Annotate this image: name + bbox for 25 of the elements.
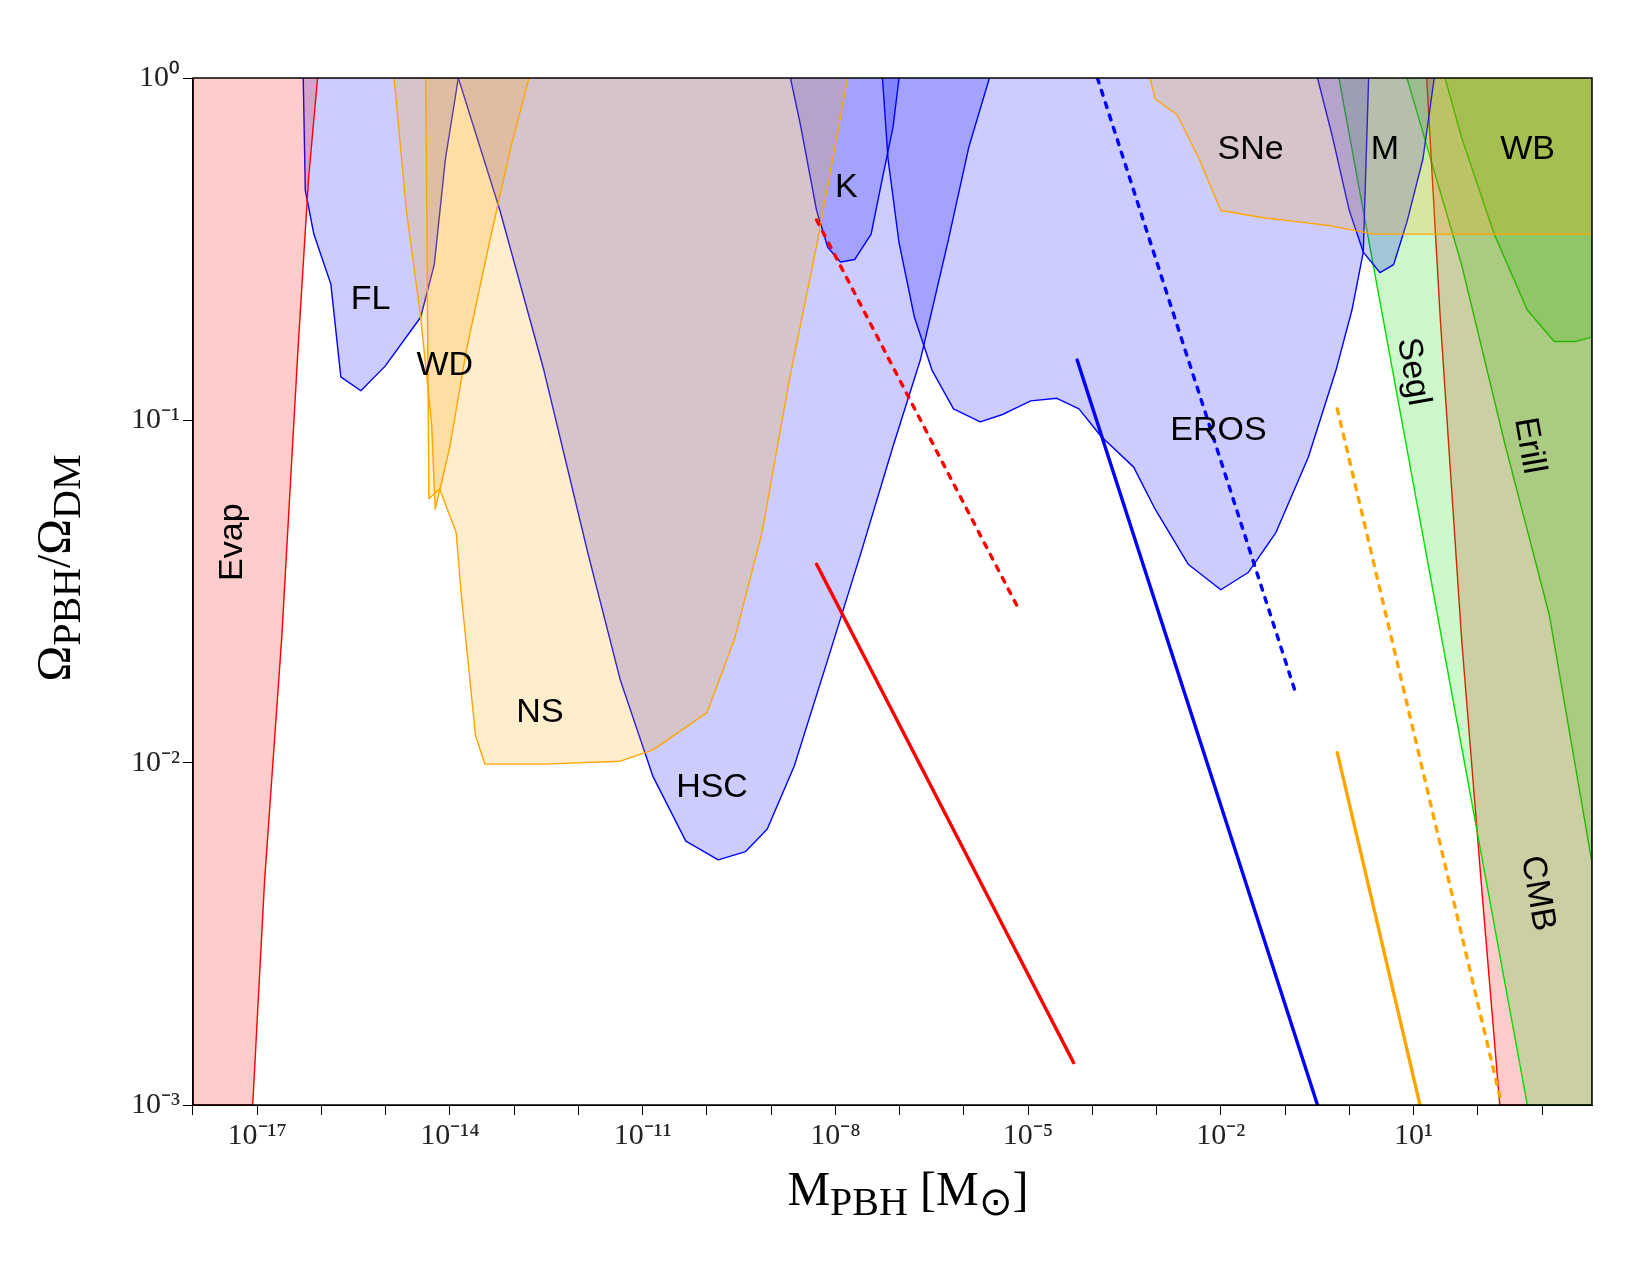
series-label: WD [416, 343, 474, 382]
y-tick-label: 10⁰ [138, 58, 180, 92]
series-label: Evap [210, 503, 249, 581]
x-tick-label: 10⁻¹⁷ [227, 1116, 287, 1150]
series-label: FL [350, 278, 391, 317]
series-label: HSC [676, 766, 748, 805]
y-tick-label: 10⁻² [130, 743, 180, 777]
series-label: Erill [1508, 414, 1556, 477]
series-label: CMB [1514, 852, 1566, 934]
x-axis-title: M$_{PBH}$ [M$_{⊙}$] [787, 1160, 1029, 1226]
series-label: Segl [1390, 334, 1441, 409]
series-label: EROS [1170, 408, 1267, 447]
series-label: WB [1500, 128, 1556, 167]
x-tick-label: 10⁻⁸ [810, 1116, 861, 1150]
series-label: SNe [1217, 128, 1284, 167]
y-tick-label: 10⁻³ [130, 1085, 180, 1119]
series-label: NS [516, 691, 564, 730]
x-tick-label: 10¹ [1394, 1116, 1434, 1150]
series-label: M [1370, 128, 1400, 167]
series-label: K [834, 166, 858, 205]
x-tick-label: 10⁻² [1196, 1116, 1246, 1150]
x-tick-label: 10⁻⁵ [1002, 1116, 1054, 1150]
y-tick-label: 10⁻¹ [130, 401, 180, 435]
x-tick-label: 10⁻¹¹ [613, 1116, 672, 1150]
x-tick-label: 10⁻¹⁴ [420, 1116, 480, 1150]
